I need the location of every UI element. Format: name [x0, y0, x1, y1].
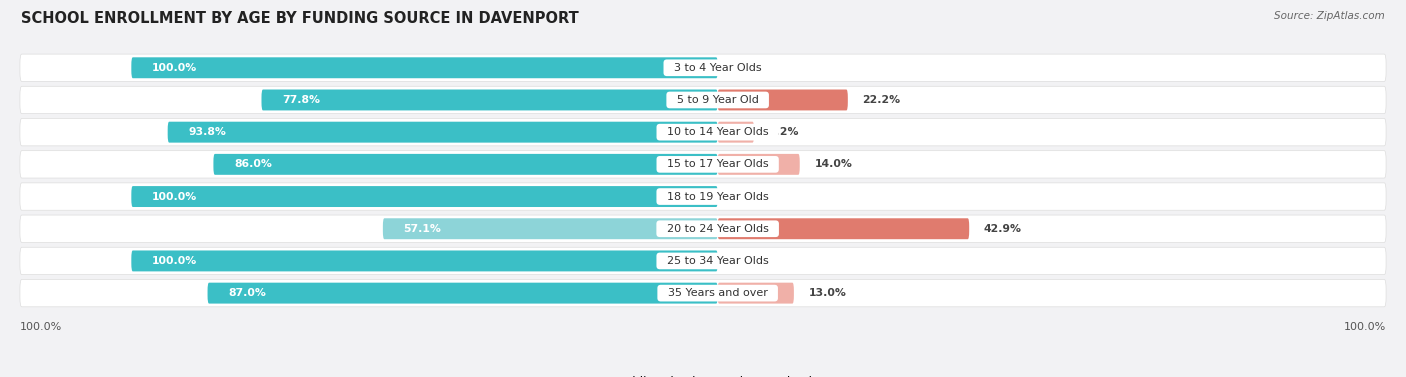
FancyBboxPatch shape [214, 154, 717, 175]
FancyBboxPatch shape [262, 89, 717, 110]
Text: 93.8%: 93.8% [188, 127, 226, 137]
Text: 57.1%: 57.1% [404, 224, 441, 234]
Text: 100.0%: 100.0% [152, 63, 197, 73]
Text: 86.0%: 86.0% [233, 159, 271, 169]
Text: 100.0%: 100.0% [20, 322, 62, 332]
Text: 5 to 9 Year Old: 5 to 9 Year Old [669, 95, 766, 105]
FancyBboxPatch shape [20, 151, 1386, 178]
FancyBboxPatch shape [167, 122, 717, 143]
Text: 100.0%: 100.0% [1344, 322, 1386, 332]
Text: 87.0%: 87.0% [228, 288, 266, 298]
FancyBboxPatch shape [717, 154, 800, 175]
Text: 0.0%: 0.0% [733, 192, 762, 202]
Text: Source: ZipAtlas.com: Source: ZipAtlas.com [1274, 11, 1385, 21]
Text: 100.0%: 100.0% [152, 256, 197, 266]
Legend: Public School, Private School: Public School, Private School [593, 376, 813, 377]
Text: 0.0%: 0.0% [733, 256, 762, 266]
FancyBboxPatch shape [20, 279, 1386, 307]
Text: 15 to 17 Year Olds: 15 to 17 Year Olds [659, 159, 776, 169]
FancyBboxPatch shape [131, 186, 717, 207]
FancyBboxPatch shape [382, 218, 717, 239]
Text: 42.9%: 42.9% [984, 224, 1022, 234]
Text: 22.2%: 22.2% [862, 95, 901, 105]
FancyBboxPatch shape [131, 57, 717, 78]
Text: 13.0%: 13.0% [808, 288, 846, 298]
FancyBboxPatch shape [717, 283, 794, 303]
Text: 0.0%: 0.0% [733, 63, 762, 73]
FancyBboxPatch shape [20, 247, 1386, 274]
FancyBboxPatch shape [20, 86, 1386, 113]
Text: 20 to 24 Year Olds: 20 to 24 Year Olds [659, 224, 776, 234]
FancyBboxPatch shape [717, 122, 754, 143]
FancyBboxPatch shape [20, 118, 1386, 146]
Text: 6.2%: 6.2% [769, 127, 799, 137]
Text: 77.8%: 77.8% [283, 95, 321, 105]
Text: 18 to 19 Year Olds: 18 to 19 Year Olds [659, 192, 776, 202]
FancyBboxPatch shape [20, 215, 1386, 242]
FancyBboxPatch shape [20, 183, 1386, 210]
Text: 3 to 4 Year Olds: 3 to 4 Year Olds [666, 63, 769, 73]
Text: 10 to 14 Year Olds: 10 to 14 Year Olds [659, 127, 776, 137]
Text: 100.0%: 100.0% [152, 192, 197, 202]
Text: SCHOOL ENROLLMENT BY AGE BY FUNDING SOURCE IN DAVENPORT: SCHOOL ENROLLMENT BY AGE BY FUNDING SOUR… [21, 11, 579, 26]
Text: 35 Years and over: 35 Years and over [661, 288, 775, 298]
Text: 14.0%: 14.0% [814, 159, 852, 169]
FancyBboxPatch shape [717, 89, 848, 110]
FancyBboxPatch shape [208, 283, 717, 303]
FancyBboxPatch shape [131, 250, 717, 271]
FancyBboxPatch shape [717, 218, 969, 239]
Text: 25 to 34 Year Olds: 25 to 34 Year Olds [659, 256, 776, 266]
FancyBboxPatch shape [20, 54, 1386, 81]
